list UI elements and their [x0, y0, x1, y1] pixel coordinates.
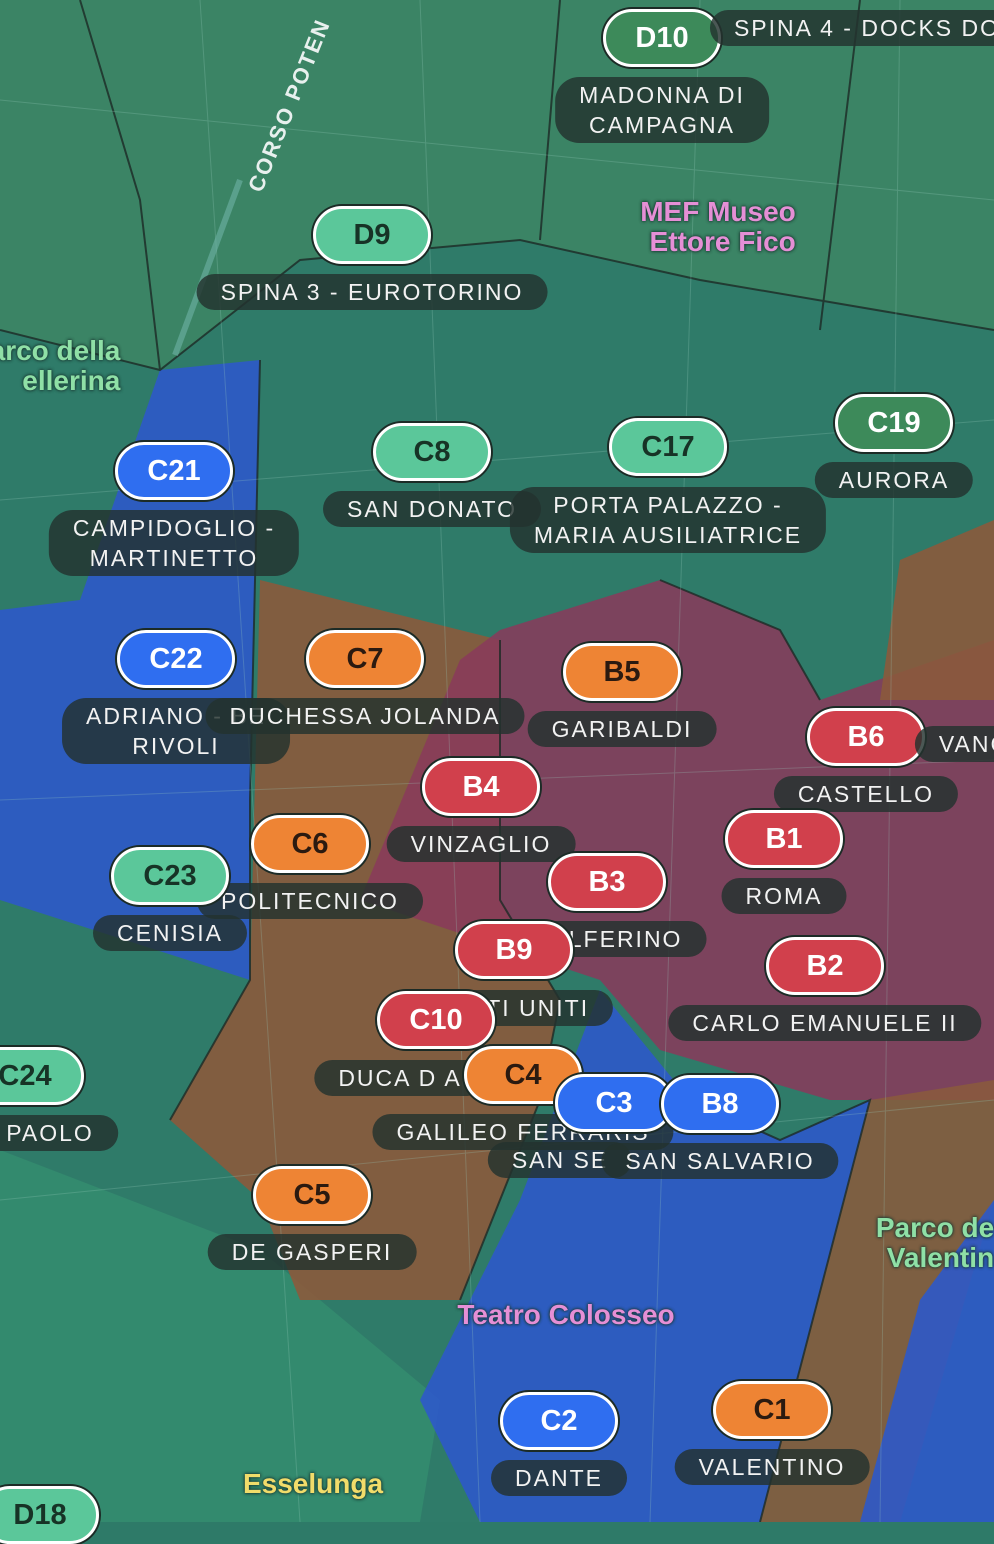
zone-badge[interactable]: B6 [807, 708, 925, 766]
label-line: Parco de [875, 1212, 994, 1243]
zone-name: CARLO EMANUELE II [668, 1005, 982, 1041]
label-line: PORTA PALAZZO - [553, 492, 783, 518]
zone-badge[interactable]: B5 [563, 643, 681, 701]
zone-badge[interactable]: C3 [555, 1074, 673, 1132]
zone-badge[interactable]: C10 [377, 991, 495, 1049]
label-line: DUCA D A [338, 1065, 462, 1091]
poi-label[interactable]: Teatro Colosseo [457, 1300, 674, 1330]
poi-label[interactable]: arco della ellerina [0, 336, 120, 396]
label-line: MARIA AUSILIATRICE [533, 522, 803, 548]
label-line: RIVOLI [132, 733, 220, 759]
label-line: CAMPAGNA [589, 112, 735, 138]
edge-label: VANC [914, 726, 994, 762]
zone-badge[interactable]: C2 [500, 1392, 618, 1450]
zone-name: CENISIA [92, 915, 248, 951]
poi-label[interactable]: Esselunga [243, 1469, 383, 1499]
zone-badge[interactable]: C23 [111, 847, 229, 905]
zone-badge[interactable]: C1 [713, 1381, 831, 1439]
label-line: CASTELLO [797, 781, 935, 807]
label-line: GARIBALDI [551, 716, 693, 742]
label-line: MARTINETTO [89, 545, 259, 571]
zone-badge[interactable]: C7 [306, 630, 424, 688]
zone-badge[interactable]: B2 [766, 937, 884, 995]
zone-badge[interactable]: D9 [313, 206, 431, 264]
label-line: MEF Museo [640, 196, 796, 227]
zone-badge[interactable]: D18 [0, 1486, 99, 1544]
label-line: SPINA 3 - EUROTORINO [220, 279, 524, 305]
label-line: SAN DONATO [347, 496, 517, 522]
zone-badge[interactable]: C22 [117, 630, 235, 688]
label-line: CENISIA [116, 920, 224, 946]
label-line: DE GASPERI [231, 1239, 393, 1265]
label-line: arco della [0, 335, 121, 366]
zone-badge[interactable]: B1 [725, 810, 843, 868]
zone-name: AURORA [814, 462, 974, 498]
zone-badge[interactable]: C6 [251, 815, 369, 873]
poi-label[interactable]: Parco de Valentin [876, 1213, 994, 1273]
zone-badge[interactable]: B9 [455, 921, 573, 979]
zone-badge[interactable]: C19 [835, 394, 953, 452]
zone-name: SAN DONATO [323, 491, 541, 527]
zone-badge[interactable]: D10 [603, 9, 721, 67]
zone-name: ROMA [721, 878, 847, 914]
zone-badge[interactable]: C8 [373, 423, 491, 481]
label-line: Valentin [886, 1242, 994, 1273]
poi-label[interactable]: MEF Museo Ettore Fico [640, 197, 796, 257]
zone-name: DANTE [491, 1460, 627, 1496]
label-line: MADONNA DI [579, 82, 745, 108]
zone-badge[interactable]: B8 [661, 1075, 779, 1133]
edge-label: SPINA 4 - DOCKS DO [709, 10, 994, 46]
zone-name: DUCHESSA JOLANDA [205, 698, 525, 734]
zone-name: DUCA D A [314, 1060, 486, 1096]
zone-name: SPINA 3 - EUROTORINO [196, 274, 548, 310]
zone-name: PAOLO [0, 1115, 118, 1151]
label-line: CARLO EMANUELE II [692, 1010, 958, 1036]
label-line: VINZAGLIO [410, 831, 552, 857]
label-line: DUCHESSA JOLANDA [229, 703, 501, 729]
zone-badge[interactable]: C21 [115, 442, 233, 500]
label-line: SAN SE [511, 1147, 609, 1173]
label-line: Ettore Fico [649, 226, 796, 257]
label-line: POLITECNICO [221, 888, 399, 914]
zone-name: POLITECNICO [197, 883, 423, 919]
label-line: AURORA [838, 467, 950, 493]
zone-name: SAN SALVARIO [601, 1143, 839, 1179]
label-line: Teatro Colosseo [457, 1299, 675, 1330]
zone-badge[interactable]: C17 [609, 418, 727, 476]
label-line: DANTE [515, 1465, 603, 1491]
label-line: PAOLO [6, 1120, 94, 1146]
zone-badge[interactable]: B4 [422, 758, 540, 816]
label-line: ROMA [745, 883, 823, 909]
label-line: ellerina [22, 365, 121, 396]
zone-badge[interactable]: C24 [0, 1047, 84, 1105]
zone-badge[interactable]: B3 [548, 853, 666, 911]
zone-name: MADONNA DI CAMPAGNA [555, 77, 769, 143]
zone-name: GARIBALDI [527, 711, 717, 747]
zone-name: VALENTINO [674, 1449, 870, 1485]
zone-badge[interactable]: C5 [253, 1166, 371, 1224]
label-line: CAMPIDOGLIO - [72, 515, 276, 541]
zone-name: CASTELLO [773, 776, 959, 812]
label-line: Esselunga [242, 1468, 384, 1499]
zone-name: PORTA PALAZZO - MARIA AUSILIATRICE [509, 487, 827, 553]
label-line: SAN SALVARIO [625, 1148, 815, 1174]
zone-name: DE GASPERI [207, 1234, 417, 1270]
zone-name: VINZAGLIO [386, 826, 576, 862]
label-line: VALENTINO [698, 1454, 846, 1480]
zone-name: CAMPIDOGLIO - MARTINETTO [48, 510, 300, 576]
